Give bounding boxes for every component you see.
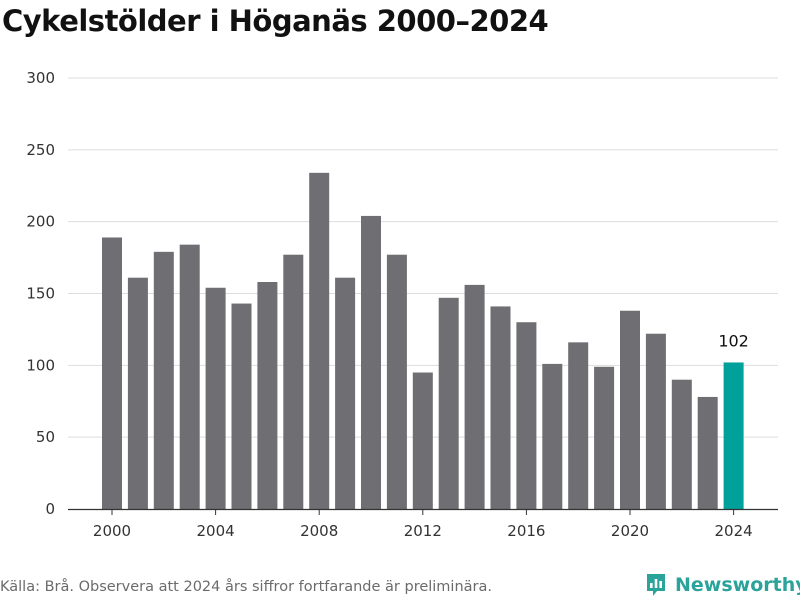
bar <box>697 396 718 509</box>
bar <box>490 306 511 509</box>
y-tick-label: 250 <box>26 141 55 159</box>
y-tick-label: 50 <box>36 428 55 446</box>
bar <box>102 237 122 509</box>
y-tick-label: 200 <box>26 213 55 231</box>
bar <box>542 363 563 509</box>
bar <box>516 322 537 509</box>
bar <box>594 366 615 509</box>
source-note: Källa: Brå. Observera att 2024 års siffr… <box>0 579 492 595</box>
brand-logo[interactable]: Newsworthy <box>645 570 800 600</box>
bar <box>620 310 640 509</box>
bar <box>257 282 278 509</box>
brand-name: Newsworthy <box>675 574 800 596</box>
y-tick-label: 100 <box>26 356 55 374</box>
bar <box>127 277 148 509</box>
bar-chart: 0 50 100 150 200 250 300 102 2000 2004 2008 2012 201… <box>26 69 778 540</box>
bar <box>335 277 356 509</box>
y-tick-label: 150 <box>26 285 55 303</box>
bar <box>645 333 666 509</box>
chart-title: Cykelstölder i Höganäs 2000–2024 <box>2 4 549 38</box>
bar <box>205 287 226 509</box>
bar <box>309 172 330 509</box>
bar <box>723 362 744 509</box>
data-label: 102 <box>718 331 749 350</box>
bar <box>464 284 485 509</box>
bar <box>671 379 692 509</box>
bar <box>412 372 433 509</box>
x-tick-label: 2000 <box>93 522 131 540</box>
x-tick-label: 2020 <box>611 522 649 540</box>
bar <box>361 215 381 510</box>
newsworthy-logo-icon <box>647 574 665 596</box>
x-tick-label: 2012 <box>404 522 442 540</box>
bar <box>438 297 459 509</box>
y-tick-label: 0 <box>45 500 55 518</box>
bar <box>153 251 174 509</box>
bar <box>283 254 304 509</box>
bar <box>179 244 200 510</box>
x-tick-label: 2016 <box>507 522 545 540</box>
bar <box>386 254 407 509</box>
bar <box>231 303 252 509</box>
x-tick-label: 2008 <box>300 522 338 540</box>
x-tick-label: 2024 <box>715 522 753 540</box>
x-tick-label: 2004 <box>197 522 235 540</box>
bar <box>568 342 589 509</box>
y-tick-label: 300 <box>26 69 55 87</box>
